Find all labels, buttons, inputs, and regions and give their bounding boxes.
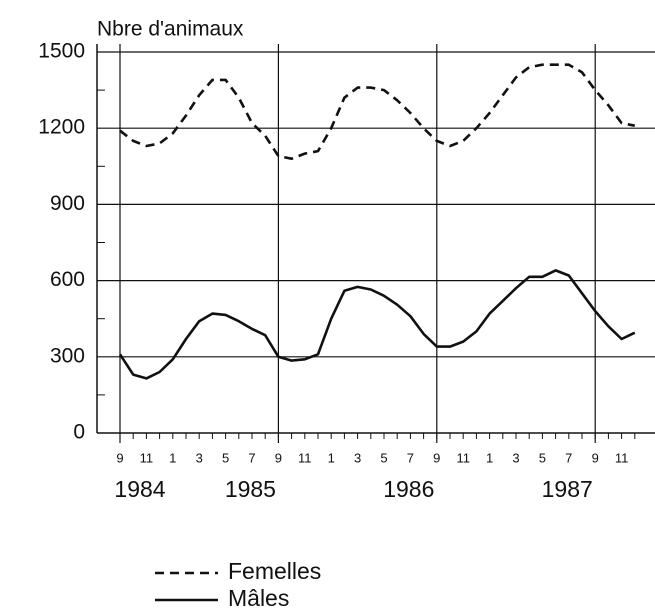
x-tick-label: 9 <box>433 450 440 465</box>
data-line <box>118 269 636 380</box>
y-tick-label: 300 <box>50 344 85 367</box>
y-axis-label: Nbre d'animaux <box>97 18 244 41</box>
x-tick-label: 11 <box>298 450 312 465</box>
y-tick-label: 600 <box>50 268 85 291</box>
x-tick-label: 11 <box>615 450 629 465</box>
y-tick-label: 1200 <box>38 116 85 139</box>
x-tick-label: 5 <box>222 450 229 465</box>
x-tick-label: 5 <box>380 450 387 465</box>
y-tick-label: 0 <box>73 421 85 444</box>
x-tick-label: 11 <box>140 450 154 465</box>
x-tick-label: 11 <box>456 450 470 465</box>
x-tick-label: 7 <box>248 450 255 465</box>
y-tick-label: 900 <box>50 192 85 215</box>
year-label: 1986 <box>383 476 434 502</box>
x-tick-label: 1 <box>328 450 335 465</box>
x-tick-label: 9 <box>275 450 282 465</box>
year-label: 1985 <box>225 476 276 502</box>
legend-label: Mâles <box>228 585 289 611</box>
year-label: 1984 <box>114 476 165 502</box>
y-tick-label: 1500 <box>38 40 85 63</box>
legend-label: Femelles <box>228 558 321 584</box>
x-tick-label: 3 <box>354 450 361 465</box>
year-label: 1987 <box>542 476 593 502</box>
x-tick-label: 7 <box>407 450 414 465</box>
x-tick-label: 3 <box>512 450 519 465</box>
x-tick-label: 1 <box>486 450 493 465</box>
x-tick-label: 9 <box>592 450 599 465</box>
x-tick-label: 5 <box>539 450 546 465</box>
data-line <box>119 63 636 160</box>
x-tick-label: 1 <box>169 450 176 465</box>
x-tick-label: 9 <box>116 450 123 465</box>
x-tick-label: 7 <box>565 450 572 465</box>
x-tick-label: 3 <box>196 450 203 465</box>
